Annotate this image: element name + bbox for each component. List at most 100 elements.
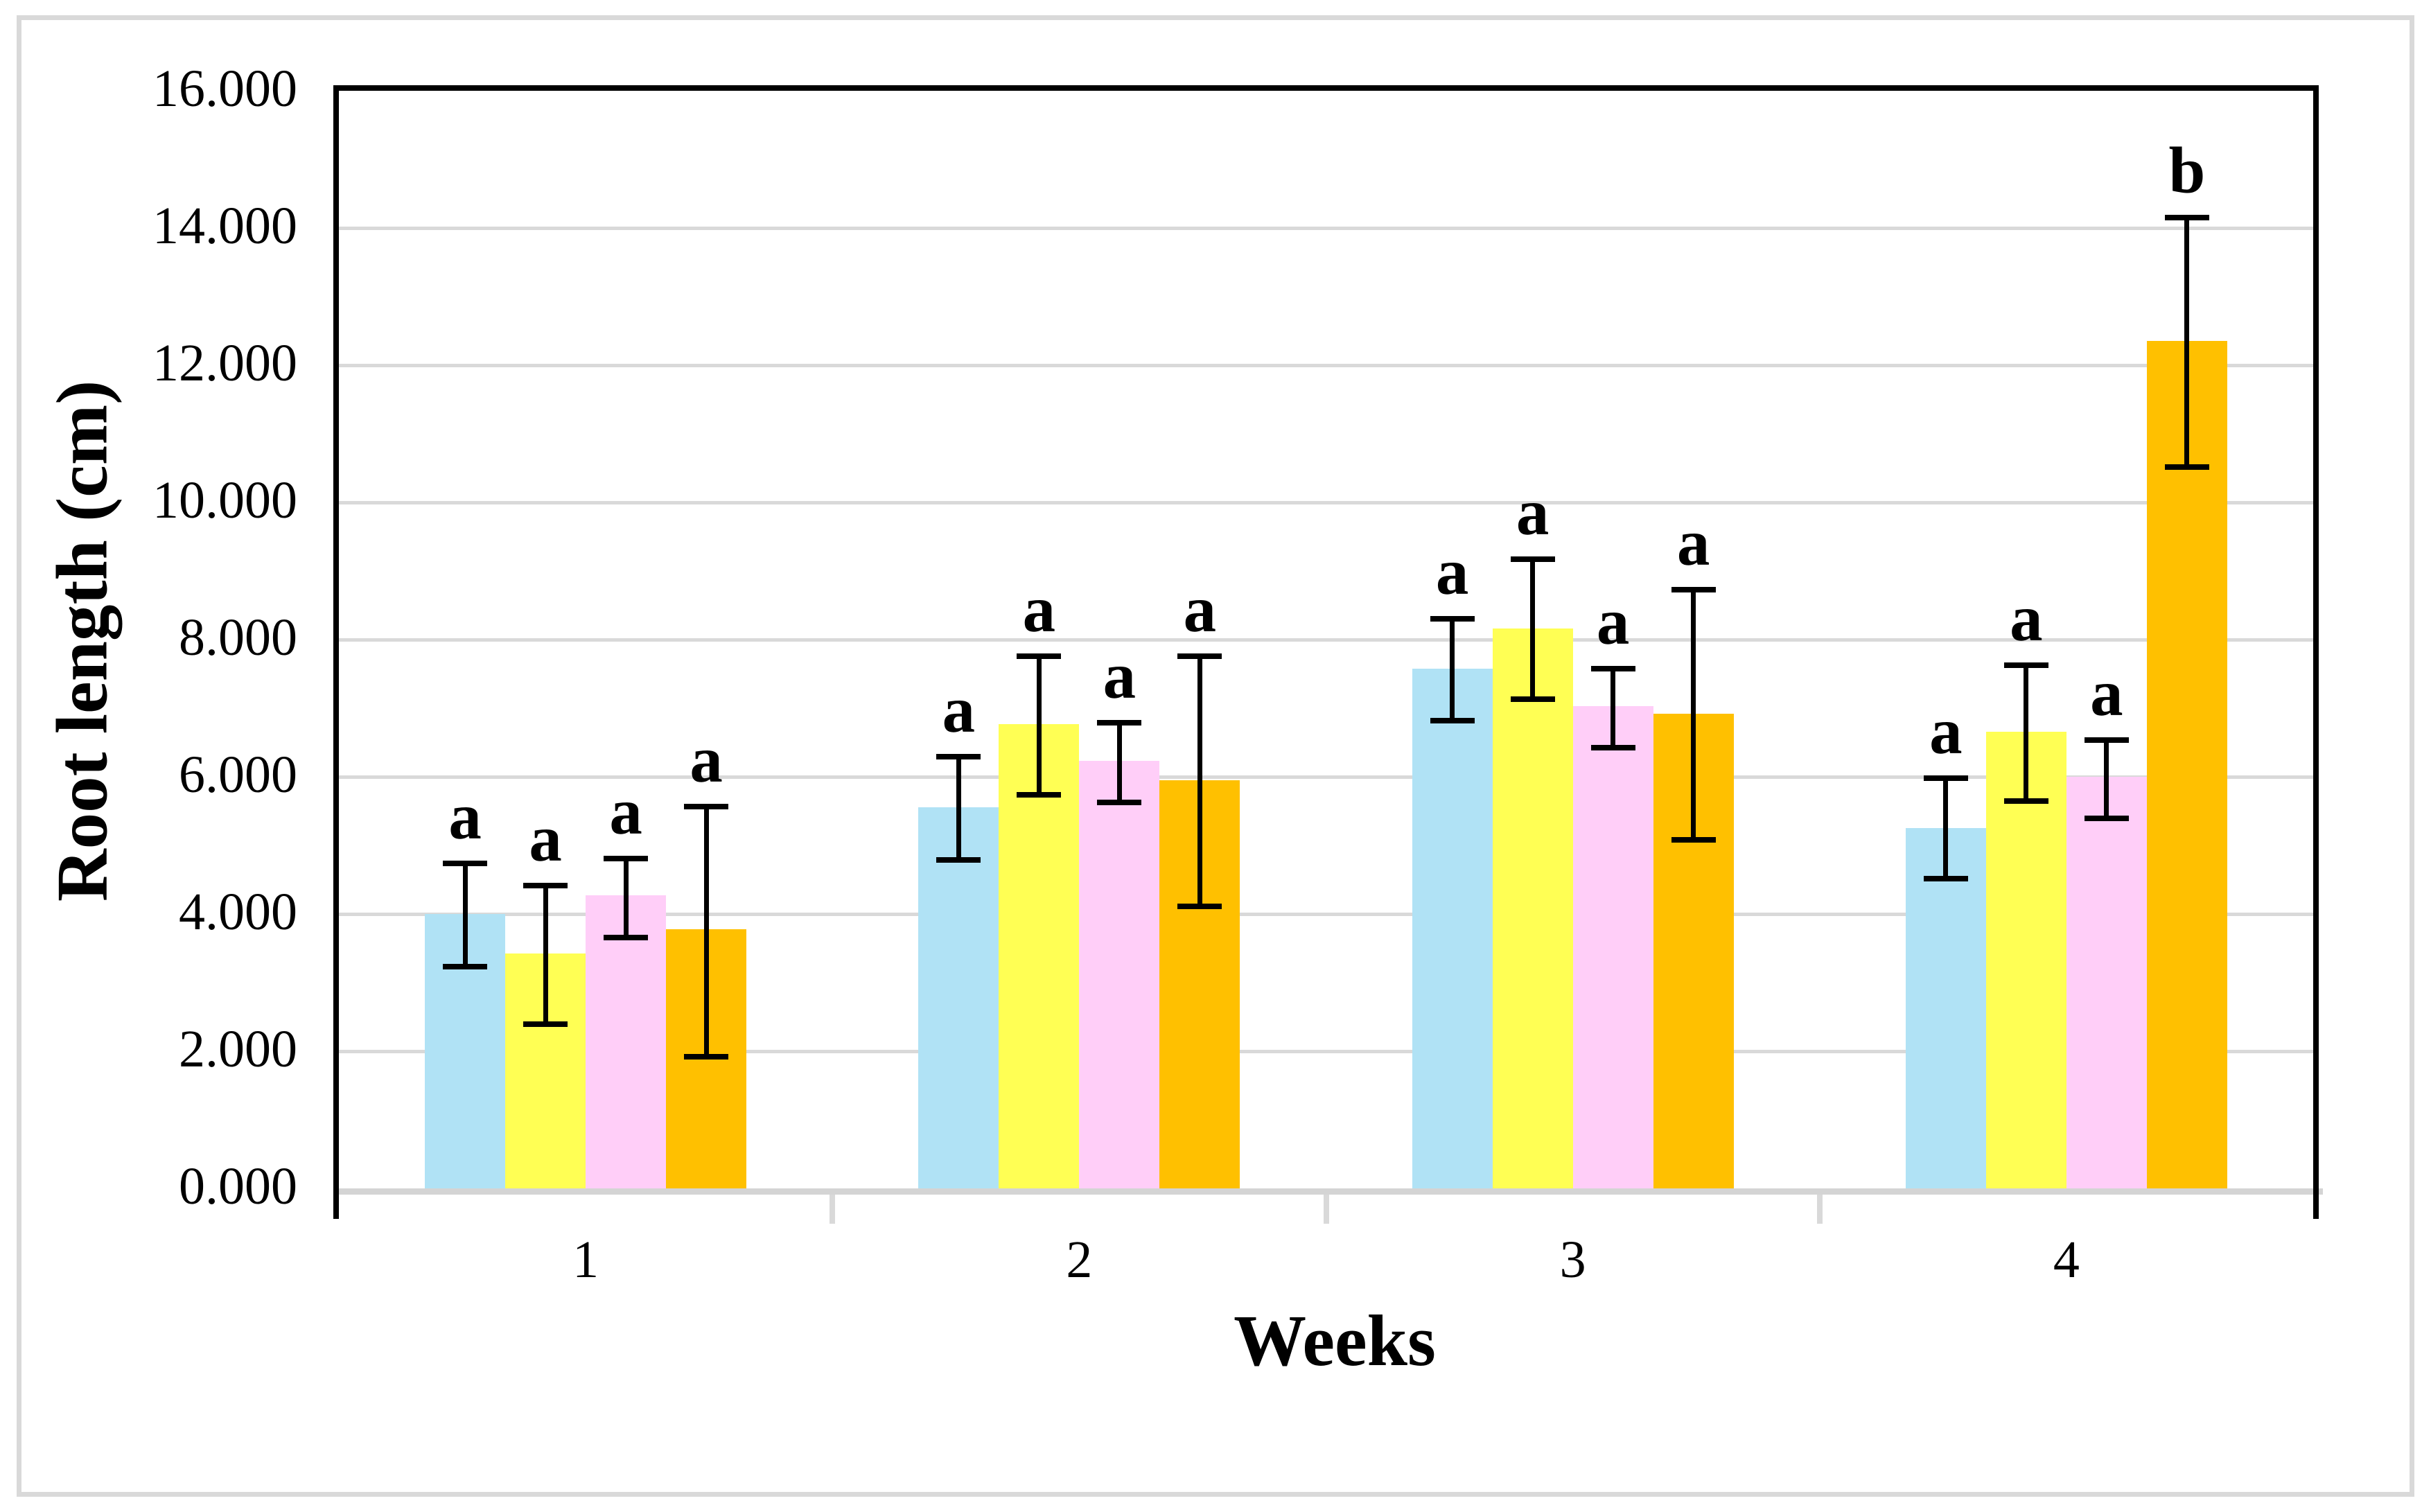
error-bar-light-blue-week-2 (956, 757, 961, 860)
y-tick-label: 8.000 (179, 608, 297, 667)
plot-right-border (2313, 85, 2319, 1219)
significance-letter-pink-week-2: a (1103, 638, 1136, 712)
error-bar-bottom-cap (936, 856, 981, 863)
error-bar-top-cap (1017, 653, 1062, 659)
figure-border (17, 15, 2414, 1497)
error-bar-top-cap (684, 803, 729, 809)
error-bar-top-cap (443, 860, 488, 866)
bar-pink-week-1 (586, 895, 667, 1188)
error-bar-top-cap (2084, 737, 2129, 743)
bar-yellow-week-4 (1985, 731, 2066, 1188)
gridline-12 (339, 364, 2313, 367)
error-bar-bottom-cap (1097, 799, 1142, 805)
x-tick-label: 3 (1559, 1231, 1586, 1289)
significance-letter-orange-week-3: a (1676, 505, 1710, 579)
error-bar-bottom-cap (1590, 745, 1635, 751)
error-bar-bottom-cap (1017, 791, 1062, 798)
bar-pink-week-4 (2066, 777, 2147, 1188)
error-bar-yellow-week-4 (2024, 665, 2029, 801)
error-bar-bottom-cap (2003, 798, 2048, 804)
x-axis-tick (1323, 1195, 1329, 1224)
error-bar-pink-week-4 (2104, 739, 2109, 819)
significance-letter-yellow-week-4: a (2010, 581, 2043, 655)
bar-orange-week-4 (2146, 341, 2227, 1188)
error-bar-bottom-cap (523, 1021, 568, 1028)
error-bar-light-blue-week-1 (462, 863, 468, 967)
significance-letter-yellow-week-2: a (1022, 572, 1056, 646)
error-bar-bottom-cap (2084, 816, 2129, 822)
y-axis-line (333, 85, 339, 1219)
y-tick-label: 4.000 (179, 882, 297, 941)
gridline-6 (339, 775, 2313, 779)
y-tick-label: 12.000 (152, 333, 297, 392)
gridline-4 (339, 913, 2313, 916)
significance-letter-pink-week-3: a (1596, 584, 1630, 658)
significance-letter-yellow-week-3: a (1516, 475, 1550, 550)
x-axis-tick (1816, 1195, 1823, 1224)
error-bar-top-cap (1590, 665, 1635, 671)
error-bar-top-cap (936, 754, 981, 760)
bar-yellow-week-3 (1492, 628, 1573, 1188)
error-bar-top-cap (1671, 586, 1716, 592)
bar-light-blue-week-4 (1905, 828, 1986, 1188)
significance-letter-light-blue-week-2: a (942, 673, 976, 747)
x-axis-line (339, 1188, 2323, 1195)
error-bar-light-blue-week-4 (1943, 777, 1949, 879)
error-bar-bottom-cap (684, 1053, 729, 1060)
significance-letter-pink-week-4: a (2090, 656, 2123, 730)
significance-letter-yellow-week-1: a (529, 802, 562, 876)
x-tick-label: 2 (1066, 1231, 1093, 1289)
bar-pink-week-3 (1572, 706, 1653, 1188)
plot-top-border (333, 85, 2319, 91)
bar-light-blue-week-3 (1412, 668, 1493, 1188)
y-tick-label: 10.000 (152, 471, 297, 529)
error-bar-yellow-week-1 (543, 886, 548, 1025)
x-axis-title: Weeks (1234, 1300, 1436, 1381)
error-bar-bottom-cap (1671, 837, 1716, 843)
error-bar-top-cap (1430, 616, 1475, 622)
bar-yellow-week-2 (999, 723, 1080, 1188)
error-bar-bottom-cap (443, 964, 488, 970)
error-bar-pink-week-3 (1611, 668, 1616, 748)
error-bar-top-cap (2003, 662, 2048, 668)
error-bar-top-cap (2164, 215, 2209, 221)
error-bar-yellow-week-2 (1036, 656, 1042, 795)
error-bar-bottom-cap (2164, 464, 2209, 470)
bar-light-blue-week-2 (918, 807, 999, 1188)
y-tick-label: 2.000 (179, 1019, 297, 1078)
error-bar-top-cap (604, 855, 649, 861)
y-tick-label: 0.000 (179, 1157, 297, 1215)
significance-letter-light-blue-week-4: a (1929, 694, 1963, 768)
error-bar-bottom-cap (604, 934, 649, 940)
y-tick-label: 14.000 (152, 196, 297, 255)
significance-letter-orange-week-2: a (1183, 572, 1217, 646)
error-bar-orange-week-1 (703, 806, 709, 1057)
error-bar-pink-week-1 (623, 858, 629, 938)
x-axis-tick (830, 1195, 836, 1224)
error-bar-bottom-cap (1177, 904, 1222, 910)
y-tick-label: 6.000 (179, 745, 297, 804)
error-bar-bottom-cap (1510, 696, 1555, 703)
error-bar-top-cap (523, 883, 568, 889)
error-bar-pink-week-2 (1116, 722, 1122, 802)
x-tick-label: 4 (2053, 1231, 2080, 1289)
y-tick-label: 16.000 (152, 59, 297, 118)
gridline-2 (339, 1050, 2313, 1053)
gridline-8 (339, 638, 2313, 642)
y-axis-title: Root length (cm) (41, 380, 123, 902)
error-bar-yellow-week-3 (1530, 559, 1536, 700)
error-bar-bottom-cap (1430, 717, 1475, 723)
significance-letter-light-blue-week-3: a (1435, 535, 1469, 609)
bar-pink-week-2 (1079, 761, 1160, 1188)
error-bar-top-cap (1510, 556, 1555, 563)
error-bar-top-cap (1097, 719, 1142, 726)
error-bar-light-blue-week-3 (1450, 619, 1455, 721)
gridline-14 (339, 227, 2313, 230)
significance-letter-orange-week-4: b (2168, 134, 2206, 208)
significance-letter-orange-week-1: a (690, 722, 723, 796)
error-bar-orange-week-3 (1691, 589, 1696, 841)
error-bar-orange-week-4 (2184, 218, 2190, 467)
significance-letter-pink-week-1: a (609, 774, 642, 848)
